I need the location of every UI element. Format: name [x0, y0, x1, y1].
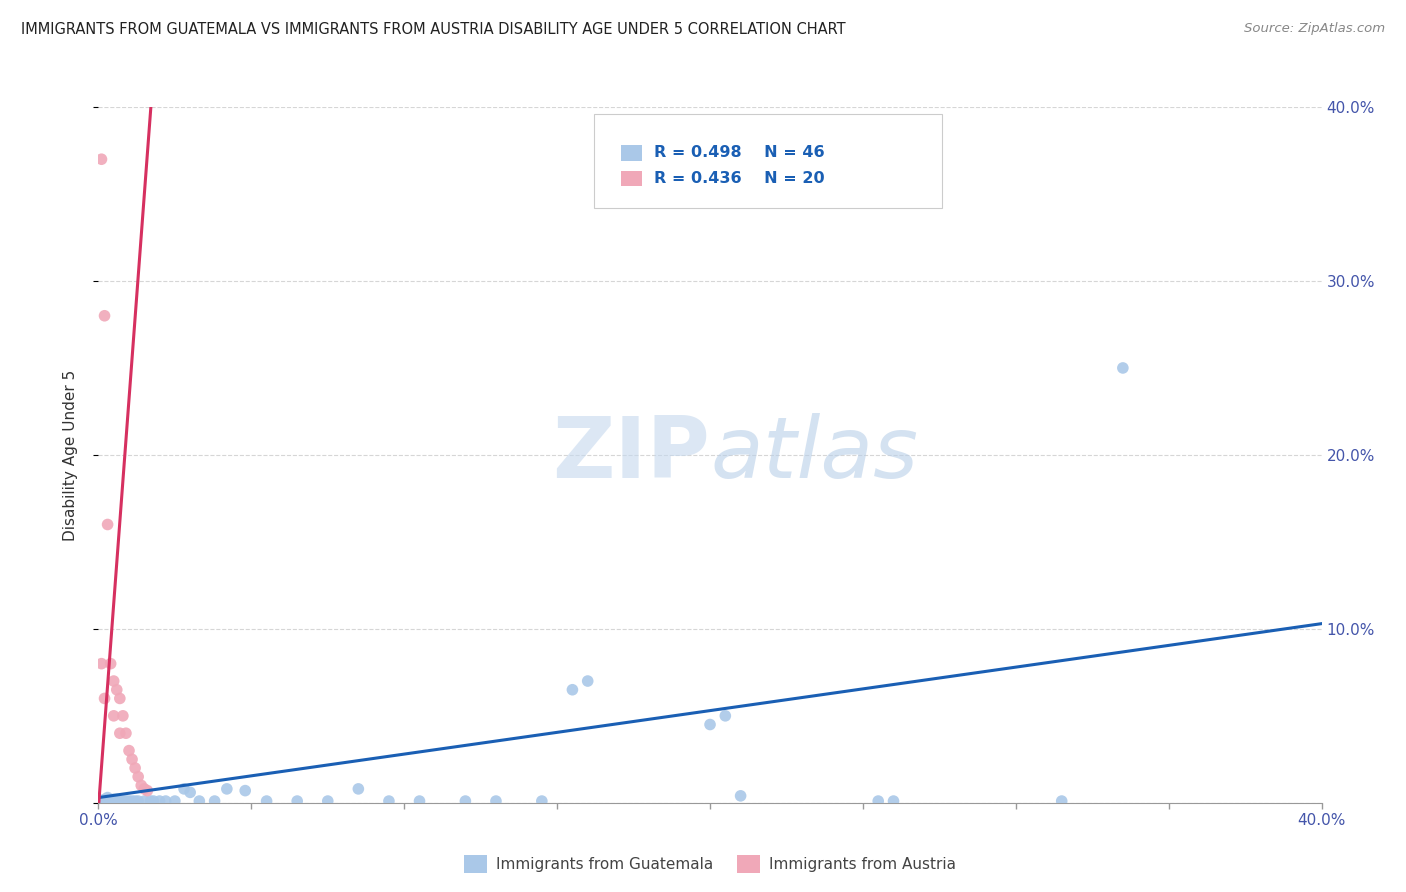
Point	[530, 794, 553, 808]
Point	[100, 657, 122, 671]
Point	[124, 761, 146, 775]
Point	[139, 794, 162, 808]
Point	[408, 794, 430, 808]
Point	[256, 794, 278, 808]
Point	[127, 794, 149, 808]
Point	[115, 794, 138, 808]
Point	[124, 794, 146, 808]
Point	[215, 781, 238, 796]
Point	[163, 794, 186, 808]
Text: ZIP: ZIP	[553, 413, 710, 497]
Point	[118, 794, 141, 808]
Point	[118, 744, 141, 758]
Point	[108, 794, 131, 808]
Point	[105, 794, 128, 808]
Point	[111, 708, 134, 723]
Point	[136, 783, 159, 797]
FancyBboxPatch shape	[593, 114, 942, 208]
Point	[103, 708, 125, 723]
Point	[121, 794, 143, 808]
Point	[699, 717, 721, 731]
Text: Source: ZipAtlas.com: Source: ZipAtlas.com	[1244, 22, 1385, 36]
Text: R = 0.436    N = 20: R = 0.436 N = 20	[655, 171, 825, 186]
Point	[485, 794, 508, 808]
Point	[347, 781, 370, 796]
Point	[188, 794, 211, 808]
Point	[115, 726, 138, 740]
Point	[105, 792, 128, 806]
Point	[97, 794, 120, 808]
FancyBboxPatch shape	[620, 171, 643, 186]
Point	[883, 794, 905, 808]
Point	[454, 794, 477, 808]
Point	[714, 708, 737, 723]
Point	[97, 790, 120, 805]
Point	[129, 778, 152, 792]
Point	[103, 792, 125, 806]
Point	[179, 785, 201, 799]
Point	[134, 781, 156, 796]
Legend: Immigrants from Guatemala, Immigrants from Austria: Immigrants from Guatemala, Immigrants fr…	[458, 849, 962, 879]
Point	[1050, 794, 1073, 808]
Point	[868, 794, 890, 808]
Point	[576, 674, 599, 689]
Point	[97, 517, 120, 532]
Point	[121, 752, 143, 766]
Point	[233, 783, 256, 797]
Point	[108, 691, 131, 706]
Point	[316, 794, 339, 808]
Point	[90, 794, 112, 808]
Point	[378, 794, 401, 808]
Point	[93, 794, 115, 808]
Point	[1112, 360, 1135, 375]
Point	[93, 792, 115, 806]
Point	[93, 309, 115, 323]
Point	[100, 794, 122, 808]
Y-axis label: Disability Age Under 5: Disability Age Under 5	[63, 369, 77, 541]
Point	[142, 794, 165, 808]
FancyBboxPatch shape	[620, 145, 643, 161]
Point	[134, 794, 156, 808]
Point	[103, 674, 125, 689]
Point	[93, 691, 115, 706]
Point	[90, 657, 112, 671]
Text: IMMIGRANTS FROM GUATEMALA VS IMMIGRANTS FROM AUSTRIA DISABILITY AGE UNDER 5 CORR: IMMIGRANTS FROM GUATEMALA VS IMMIGRANTS …	[21, 22, 846, 37]
Point	[90, 152, 112, 166]
Point	[730, 789, 752, 803]
Text: atlas: atlas	[710, 413, 918, 497]
Point	[155, 794, 177, 808]
Point	[127, 770, 149, 784]
Point	[111, 794, 134, 808]
Point	[204, 794, 226, 808]
Point	[561, 682, 583, 697]
Text: R = 0.498    N = 46: R = 0.498 N = 46	[655, 145, 825, 161]
Point	[173, 781, 195, 796]
Point	[285, 794, 308, 808]
Point	[108, 726, 131, 740]
Point	[105, 682, 128, 697]
Point	[149, 794, 172, 808]
